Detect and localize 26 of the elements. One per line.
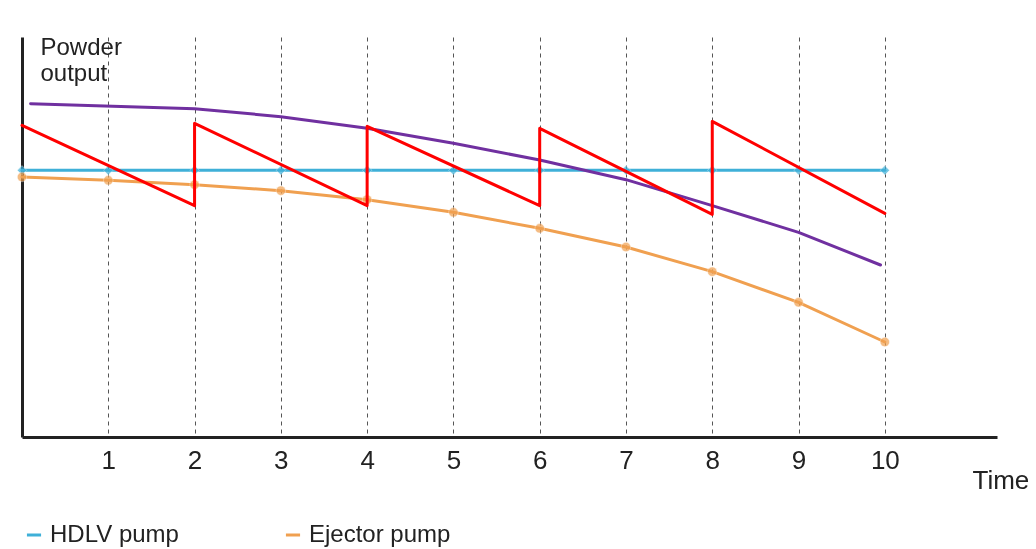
- point: [275, 165, 286, 176]
- x-tick-label: 7: [619, 444, 634, 475]
- y-axis-title: Powder output: [40, 32, 122, 86]
- point: [103, 175, 114, 186]
- legend-label: HDLV pump: [50, 520, 179, 547]
- point: [879, 337, 890, 347]
- point: [707, 266, 718, 277]
- point: [448, 207, 459, 218]
- x-tick-label: 9: [791, 444, 807, 475]
- x-tick-label: 1: [101, 444, 117, 475]
- legend-label: Ejector pump: [309, 520, 451, 547]
- x-axis-title: Time: [972, 464, 1030, 495]
- point: [620, 242, 631, 252]
- x-tick-label: 2: [187, 444, 203, 475]
- point: [793, 297, 804, 308]
- point: [17, 172, 27, 182]
- point: [103, 165, 114, 176]
- point: [879, 165, 890, 176]
- x-tick-label: 3: [274, 444, 289, 475]
- x-tick-label: 8: [705, 444, 720, 475]
- point: [534, 223, 545, 234]
- x-tick-label: 10: [870, 444, 900, 475]
- x-tick-label: 6: [532, 444, 548, 475]
- point: [275, 185, 286, 196]
- x-tick-label: 5: [446, 444, 462, 475]
- x-tick-label: 4: [360, 444, 375, 475]
